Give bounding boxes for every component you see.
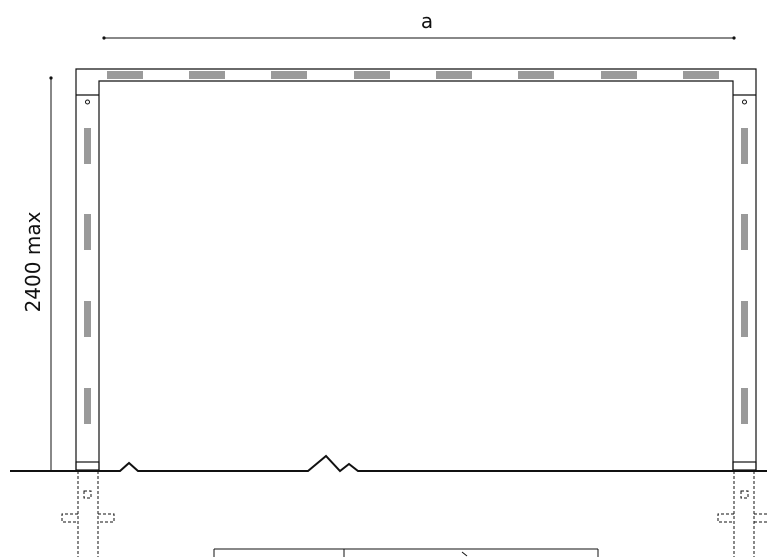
left-post-slot [84,128,91,164]
top-slot [683,71,719,79]
right-post-base-plate [732,461,757,471]
left-post-hole [85,99,90,105]
frame-inner-edge [98,80,734,470]
right-footing [717,471,767,557]
right-footing-pin [740,490,749,499]
top-beam-slots [107,71,719,79]
height-dimension-label: 2400 max [21,211,45,312]
right-post-slots [741,128,748,424]
width-dimension-end-right [732,36,736,40]
bottom-table-fragment [213,548,599,557]
width-dimension-label: a [421,9,433,33]
right-footing-post [733,471,755,557]
right-post-hole [742,99,747,105]
left-post-slot [84,301,91,337]
left-post-base-plate [75,461,100,471]
width-dimension-end-left [102,36,106,40]
ground-line [10,454,767,473]
left-footing-anchor-right [98,513,115,523]
height-dimension-end-top [49,76,53,80]
top-slot [354,71,390,79]
frame-outer-edge [75,68,757,470]
left-post-slots [84,128,91,424]
left-post-slot [84,214,91,250]
frame-outline [75,68,757,471]
top-slot [107,71,143,79]
height-dimension: 2400 max [21,76,53,470]
left-footing-pin [83,490,92,499]
top-slot [189,71,225,79]
top-slot [436,71,472,79]
right-post-slot [741,214,748,250]
width-dimension: a [102,9,736,40]
right-post-slot [741,128,748,164]
right-post-slot [741,301,748,337]
table-arrow-icon [461,551,468,557]
left-post-slot [84,388,91,424]
top-slot [271,71,307,79]
right-post-slot [741,388,748,424]
top-slot [518,71,554,79]
left-footing-anchor-left [61,513,78,523]
right-footing-anchor-left [717,513,734,523]
top-slot [601,71,637,79]
left-footing-post [77,471,99,557]
left-footing [61,471,115,557]
